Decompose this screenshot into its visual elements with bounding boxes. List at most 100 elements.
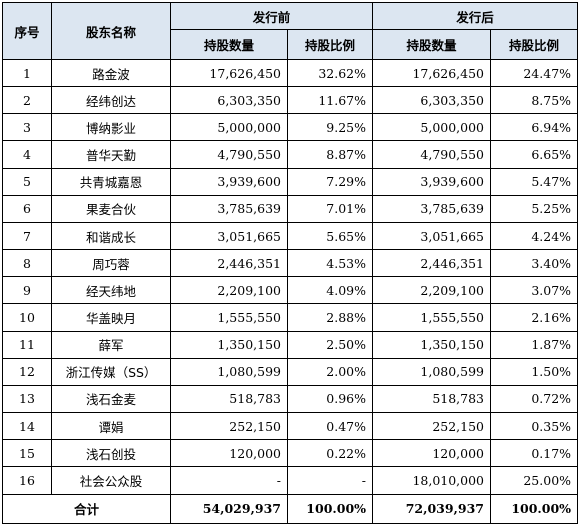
row-before-ratio: 2.50% — [286, 330, 374, 359]
row-before-shares: 1,080,599 — [170, 357, 288, 386]
row-name: 果麦合伙 — [51, 194, 171, 223]
row-before-ratio: 4.53% — [286, 249, 374, 278]
row-before-shares: 2,446,351 — [170, 249, 288, 278]
table-row: 1 路金波 17,626,450 32.62% 17,626,450 24.47% — [2, 58, 579, 88]
row-before-shares: 4,790,550 — [170, 140, 288, 169]
row-after-shares: 17,626,450 — [372, 58, 492, 88]
row-before-ratio: 7.29% — [286, 167, 374, 196]
row-after-shares: 6,303,350 — [372, 86, 492, 115]
row-name: 博纳影业 — [51, 113, 171, 142]
header-seq: 序号 — [2, 2, 52, 60]
row-seq: 5 — [2, 167, 52, 196]
table-row: 6 果麦合伙 3,785,639 7.01% 3,785,639 5.25% — [2, 194, 579, 223]
row-before-shares: 2,209,100 — [170, 276, 288, 305]
row-before-shares: 518,783 — [170, 384, 288, 414]
row-seq: 8 — [2, 249, 52, 278]
row-seq: 4 — [2, 140, 52, 169]
table-row: 11 薛军 1,350,150 2.50% 1,350,150 1.87% — [2, 330, 579, 359]
row-seq: 13 — [2, 384, 52, 414]
row-seq: 14 — [2, 412, 52, 441]
table-row: 16 社会公众股 - -18,010,000 25.00% — [2, 466, 579, 495]
row-name: 谭娟 — [51, 412, 171, 441]
row-after-shares: 2,446,351 — [372, 249, 492, 278]
row-after-ratio: 0.35% — [490, 412, 579, 441]
row-seq: 15 — [2, 439, 52, 468]
row-after-ratio: 3.40% — [490, 249, 579, 278]
row-before-ratio: 5.65% — [286, 221, 374, 251]
row-before-shares: 17,626,450 — [170, 58, 288, 88]
row-after-ratio: 6.94% — [490, 113, 579, 142]
header-before-shares: 持股数量 — [170, 29, 288, 60]
table-row: 10 华盖映月 1,555,550 2.88% 1,555,550 2.16% — [2, 303, 579, 332]
row-after-shares: 1,350,150 — [372, 330, 492, 359]
row-after-ratio: 5.25% — [490, 194, 579, 223]
row-before-ratio: 0.22% — [286, 439, 374, 468]
row-name: 共青城嘉恩 — [51, 167, 171, 196]
row-seq: 6 — [2, 194, 52, 223]
header-after-shares: 持股数量 — [372, 29, 492, 60]
row-after-ratio: 3.07% — [490, 276, 579, 305]
row-name: 浅石创投 — [51, 439, 171, 468]
row-after-shares: 120,000 — [372, 439, 492, 468]
total-after-ratio: 100.00% — [490, 493, 579, 524]
row-after-ratio: 0.72% — [490, 384, 579, 414]
row-name: 社会公众股 — [51, 466, 171, 495]
row-name: 和谐成长 — [51, 221, 171, 251]
row-after-shares: 3,939,600 — [372, 167, 492, 196]
row-name: 周巧蓉 — [51, 249, 171, 278]
table-row: 2 经纬创达 6,303,350 11.67% 6,303,350 8.75% — [2, 86, 579, 115]
row-seq: 16 — [2, 466, 52, 495]
row-after-ratio: 24.47% — [490, 58, 579, 88]
header-name: 股东名称 — [51, 2, 171, 60]
total-after-shares: 72,039,937 — [372, 493, 492, 524]
row-after-shares: 252,150 — [372, 412, 492, 441]
row-after-ratio: 5.47% — [490, 167, 579, 196]
row-before-shares: 120,000 — [170, 439, 288, 468]
row-before-shares: 5,000,000 — [170, 113, 288, 142]
row-after-ratio: 4.24% — [490, 221, 579, 251]
table-row: 8 周巧蓉 2,446,351 4.53% 2,446,351 3.40% — [2, 249, 579, 278]
row-name: 浙江传媒（SS） — [51, 357, 171, 386]
row-after-ratio: 2.16% — [490, 303, 579, 332]
row-before-ratio: 11.67% — [286, 86, 374, 115]
row-before-shares: - — [170, 466, 288, 495]
row-after-shares: 5,000,000 — [372, 113, 492, 142]
row-before-ratio: 7.01% — [286, 194, 374, 223]
row-before-ratio: 2.88% — [286, 303, 374, 332]
row-before-ratio: 2.00% — [286, 357, 374, 386]
row-before-ratio: 8.87% — [286, 140, 374, 169]
total-row: 合计 54,029,937 100.00% 72,039,937 100.00% — [2, 493, 579, 524]
header-before-ratio: 持股比例 — [286, 29, 374, 60]
table-row: 14 谭娟 252,150 0.47% 252,150 0.35% — [2, 412, 579, 441]
row-after-ratio: 6.65% — [490, 140, 579, 169]
table-row: 7 和谐成长 3,051,665 5.65% 3,051,665 4.24% — [2, 221, 579, 251]
row-name: 薛军 — [51, 330, 171, 359]
row-after-ratio: 25.00% — [490, 466, 579, 495]
row-name: 经纬创达 — [51, 86, 171, 115]
table-body: 1 路金波 17,626,450 32.62% 17,626,450 24.47% 2 经纬创… — [2, 58, 579, 524]
row-after-shares: 4,790,550 — [372, 140, 492, 169]
row-after-shares: 518,783 — [372, 384, 492, 414]
row-before-shares: 3,785,639 — [170, 194, 288, 223]
row-seq: 2 — [2, 86, 52, 115]
row-seq: 1 — [2, 58, 52, 88]
header-after-ratio: 持股比例 — [490, 29, 579, 60]
table-row: 5 共青城嘉恩 3,939,600 7.29% 3,939,600 5.47% — [2, 167, 579, 196]
table-row: 15 浅石创投 120,000 0.22% 120,000 0.17% — [2, 439, 579, 468]
row-before-shares: 1,350,150 — [170, 330, 288, 359]
header-after: 发行后 — [372, 2, 579, 30]
row-before-shares: 252,150 — [170, 412, 288, 441]
total-before-ratio: 100.00% — [286, 493, 374, 524]
row-name: 路金波 — [51, 58, 171, 88]
row-before-ratio: 9.25% — [286, 113, 374, 142]
row-after-shares: 1,080,599 — [372, 357, 492, 386]
row-seq: 7 — [2, 221, 52, 251]
row-name: 华盖映月 — [51, 303, 171, 332]
row-after-ratio: 8.75% — [490, 86, 579, 115]
total-label: 合计 — [2, 493, 171, 524]
row-after-ratio: 0.17% — [490, 439, 579, 468]
row-before-ratio: 4.09% — [286, 276, 374, 305]
row-seq: 11 — [2, 330, 52, 359]
row-seq: 3 — [2, 113, 52, 142]
